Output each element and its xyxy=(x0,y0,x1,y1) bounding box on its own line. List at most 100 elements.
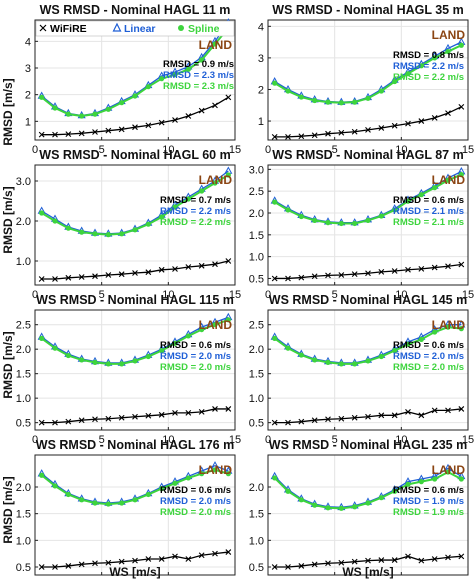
x-tick-label: 5 xyxy=(99,289,105,301)
y-tick-label: 0.5 xyxy=(249,273,264,285)
data-point-wifire xyxy=(172,409,178,416)
data-point-spline xyxy=(132,93,138,99)
y-tick-label: 0.5 xyxy=(16,562,31,574)
data-point-wifire xyxy=(52,564,58,570)
data-point-wifire xyxy=(285,275,291,282)
data-point-wifire xyxy=(172,266,178,272)
land-label: LAND xyxy=(432,173,466,187)
data-point-wifire xyxy=(431,264,438,271)
data-point-wifire xyxy=(118,271,125,278)
data-point-wifire xyxy=(445,110,451,117)
data-point-spline xyxy=(312,217,318,224)
data-point-wifire xyxy=(145,269,152,276)
chart-panel: WS RMSD - Nominal HAGL 145 m 0 5 10 15 0.5 1.0… xyxy=(249,293,474,446)
data-point-wifire xyxy=(391,412,398,419)
data-point-spline xyxy=(65,225,71,231)
y-tick-label: 2.0 xyxy=(249,208,264,220)
x-tick-label: 10 xyxy=(162,434,174,446)
land-label: LAND xyxy=(432,463,466,477)
data-point-wifire xyxy=(225,258,232,264)
data-point-spline xyxy=(132,497,138,503)
y-axis-label: RMSD [m/s] xyxy=(1,476,15,543)
data-point-spline xyxy=(225,471,231,477)
data-point-wifire xyxy=(431,115,438,121)
x-tick-label: 10 xyxy=(395,434,407,446)
data-point-wifire xyxy=(445,263,451,270)
data-point-spline xyxy=(145,353,151,360)
rmsd-label: RMSD = 0.6 m/s xyxy=(160,340,231,351)
legend-marker-linear xyxy=(112,22,122,32)
data-point-wifire xyxy=(378,412,385,419)
data-point-spline xyxy=(212,467,218,473)
data-point-spline xyxy=(458,172,464,178)
data-point-spline xyxy=(199,326,205,333)
data-point-spline xyxy=(185,196,191,202)
data-point-spline xyxy=(298,94,304,100)
y-tick-label: 3 xyxy=(258,53,264,65)
data-point-wifire xyxy=(105,127,112,134)
y-tick-label: 2 xyxy=(258,84,264,96)
data-point-spline xyxy=(458,326,464,332)
data-point-spline xyxy=(119,361,125,367)
data-point-spline xyxy=(432,55,438,61)
data-point-wifire xyxy=(172,117,178,123)
data-point-wifire xyxy=(225,549,232,555)
data-point-spline xyxy=(172,204,178,210)
y-tick-label: 1.0 xyxy=(16,393,31,405)
y-tick-label: 4 xyxy=(25,36,31,48)
data-point-spline xyxy=(105,501,111,507)
data-point-wifire xyxy=(431,556,438,562)
data-point-wifire xyxy=(212,102,218,109)
rmsd-label: RMSD = 1.9 m/s xyxy=(393,496,464,507)
data-point-spline xyxy=(432,329,438,335)
data-point-wifire xyxy=(311,273,318,280)
y-axis-label: RMSD [m/s] xyxy=(1,331,15,398)
data-point-wifire xyxy=(378,557,385,563)
data-point-spline xyxy=(39,210,45,216)
data-point-spline xyxy=(392,488,398,494)
y-tick-label: 0.5 xyxy=(249,418,264,430)
rmsd-label: RMSD = 0.8 m/s xyxy=(393,50,464,61)
data-point-wifire xyxy=(338,559,345,566)
data-point-spline xyxy=(458,42,464,48)
y-tick-label: 1.0 xyxy=(16,535,31,547)
data-point-wifire xyxy=(298,274,305,281)
data-point-wifire xyxy=(38,564,45,570)
chart-panel: WS RMSD - Nominal HAGL 176 m0510150.51.0… xyxy=(16,438,236,576)
data-point-wifire xyxy=(311,561,318,568)
data-point-spline xyxy=(65,491,71,498)
axes-box xyxy=(267,164,469,286)
x-axis-label: WS [m/s] xyxy=(109,565,160,579)
rmsd-label: RMSD = 2.2 m/s xyxy=(160,206,231,217)
data-point-spline xyxy=(352,361,358,367)
data-point-wifire xyxy=(391,268,398,274)
y-tick-label: 1.0 xyxy=(249,535,264,547)
y-tick-label: 1.5 xyxy=(249,509,264,521)
data-point-spline xyxy=(365,358,371,364)
legend-marker-spline xyxy=(178,25,184,31)
data-point-spline xyxy=(445,177,451,183)
data-point-spline xyxy=(378,353,384,360)
rmsd-label: RMSD = 2.1 m/s xyxy=(393,217,464,228)
data-point-spline xyxy=(285,88,291,94)
rmsd-label: RMSD = 2.3 m/s xyxy=(163,81,234,92)
data-point-wifire xyxy=(198,107,205,114)
y-tick-label: 2.5 xyxy=(249,186,264,198)
chart-title: WS RMSD - Nominal HAGL 145 m xyxy=(269,293,467,307)
data-point-wifire xyxy=(418,118,425,124)
data-point-wifire xyxy=(405,120,411,127)
chart-panel: WS RMSD - Nominal HAGL 11 m 0 5 10 15 1 2 3 4 LAN… xyxy=(25,3,241,156)
data-point-wifire xyxy=(325,416,331,423)
data-point-wifire xyxy=(365,557,371,564)
data-point-wifire xyxy=(78,274,85,280)
y-tick-label: 2 xyxy=(25,90,31,102)
x-tick-label: 15 xyxy=(462,289,474,301)
data-point-wifire xyxy=(445,407,451,414)
data-point-wifire xyxy=(65,274,72,281)
data-point-wifire xyxy=(351,128,358,135)
data-point-wifire xyxy=(405,408,411,415)
data-point-wifire xyxy=(271,133,278,140)
data-point-wifire xyxy=(298,133,305,140)
data-point-wifire xyxy=(145,122,152,129)
